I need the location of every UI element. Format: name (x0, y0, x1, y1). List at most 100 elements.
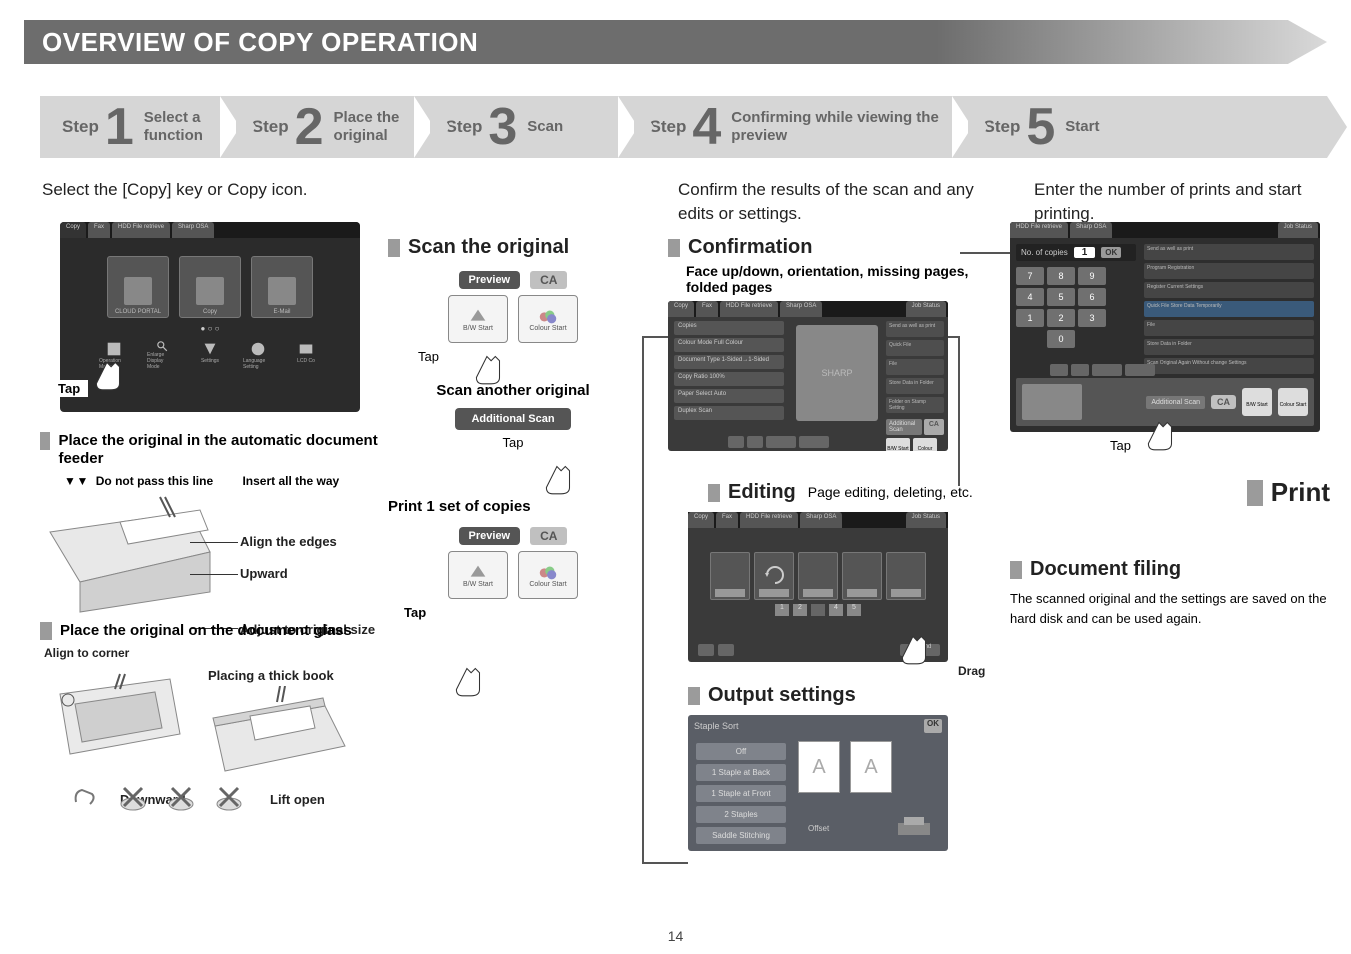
rotate-icon (763, 563, 787, 587)
tile-copy[interactable]: Copy (179, 256, 241, 318)
bw-mini[interactable]: B/W Start (886, 438, 910, 451)
tile-cloud[interactable]: CLOUD PORTAL (107, 256, 169, 318)
key[interactable]: 2 (1047, 309, 1075, 327)
thumb[interactable] (798, 552, 838, 600)
side-item: File (1144, 320, 1314, 336)
drag-label: Drag (958, 664, 985, 678)
col-mini[interactable]: Colour Start (1278, 388, 1308, 416)
output-opt[interactable]: 2 Staples (696, 806, 786, 823)
row: Paper Select Auto (674, 389, 784, 403)
key[interactable]: 1 (1016, 309, 1044, 327)
tile-email[interactable]: E-Mail (251, 256, 313, 318)
icon-lcd[interactable]: LCD Co (291, 340, 321, 370)
key[interactable]: 4 (1016, 288, 1044, 306)
tab: HDD File retrieve (1010, 222, 1068, 238)
key[interactable]: 9 (1078, 267, 1106, 285)
feeder-heading: Place the original in the automatic docu… (58, 432, 380, 468)
icon-settings[interactable]: Settings (195, 340, 225, 370)
tab-copy: Copy (60, 222, 86, 238)
output-heading: Output settings (688, 684, 978, 707)
print1-heading: Print 1 set of copies (388, 498, 638, 515)
key[interactable]: 8 (1047, 267, 1075, 285)
key[interactable]: 3 (1078, 309, 1106, 327)
colour-start-button[interactable]: Colour Start (518, 295, 578, 343)
page-number: 14 (668, 928, 684, 944)
confirm-screen-mock: Copy Fax HDD File retrieve Sharp OSA Job… (668, 301, 948, 451)
tab: Copy (688, 512, 714, 528)
key[interactable]: 7 (1016, 267, 1044, 285)
tab: Sharp OSA (780, 301, 822, 317)
ok-button[interactable]: OK (1101, 247, 1121, 258)
additional-scan-button[interactable]: Additional Scan (455, 408, 570, 430)
preview-button[interactable]: Preview (459, 527, 521, 545)
icon-enlarge[interactable]: Enlarge Display Mode (147, 340, 177, 370)
editing-sub: Page editing, deleting, etc. (808, 484, 973, 501)
key[interactable]: 6 (1078, 288, 1106, 306)
tap-label: Tap (418, 349, 638, 364)
ok-button[interactable]: OK (924, 719, 942, 733)
toolbar-icon (698, 644, 714, 656)
output-opt[interactable]: 1 Staple at Back (696, 764, 786, 781)
toolbar-icon (1092, 364, 1122, 376)
note-align: Align the edges (240, 534, 337, 549)
key[interactable]: 0 (1047, 330, 1075, 348)
add-scan[interactable]: Additional Scan (1146, 396, 1205, 409)
x-icon (118, 782, 148, 812)
filing-body: The scanned original and the settings ar… (1010, 589, 1330, 628)
step-5: Step 5 Start (952, 96, 1327, 158)
output-opt[interactable]: Off (696, 743, 786, 760)
note-line: Do not pass this line (96, 474, 213, 488)
toolbar-icon (747, 436, 763, 448)
tab: Sharp OSA (1070, 222, 1112, 238)
output-title: Staple Sort (694, 721, 942, 731)
clip-icon (70, 782, 100, 812)
glass-illustration (40, 664, 190, 784)
icon-language[interactable]: Language Setting (243, 340, 273, 370)
tab: HDD File retrieve (720, 301, 778, 317)
preview-button[interactable]: Preview (459, 271, 521, 289)
editing-heading: Editing (708, 481, 796, 504)
x-icon (214, 782, 244, 812)
side-item: Scan Original Again Without change Setti… (1144, 358, 1314, 374)
bw-start-button[interactable]: B/W Start (448, 295, 508, 343)
colour-start-button[interactable]: Colour Start (518, 551, 578, 599)
col-mini[interactable]: Colour Start (913, 438, 937, 451)
ca-badge[interactable]: CA (530, 527, 567, 545)
key[interactable]: 5 (1047, 288, 1075, 306)
add-scan[interactable]: Additional Scan (886, 419, 922, 435)
toolbar-icon (1050, 364, 1068, 376)
tab: Fax (696, 301, 718, 317)
scan-heading: Scan the original (388, 236, 638, 259)
column-scan: Scan the original Preview CA B/W Start C… (388, 236, 638, 620)
hand-pointer-icon (894, 626, 936, 673)
side-item: Quick File Store Data Temporarily (1144, 301, 1314, 317)
no-copies-label: No. of copies (1021, 248, 1068, 257)
bw-mini[interactable]: B/W Start (1242, 388, 1272, 416)
tab: Job Status (906, 301, 946, 317)
output-page: A (798, 741, 840, 793)
toolbar-icon (799, 436, 829, 448)
ca-badge[interactable]: CA (530, 271, 567, 289)
note-upward: Upward (240, 566, 288, 581)
page-dots: ● ○ ○ (201, 324, 220, 333)
filing-heading: Document filing (1010, 558, 1330, 581)
thumb[interactable] (886, 552, 926, 600)
ca-badge[interactable]: CA (1211, 395, 1236, 409)
note-corner: Align to corner (44, 646, 380, 660)
thumb[interactable] (710, 552, 750, 600)
ca-badge[interactable]: CA (924, 419, 944, 435)
row: Document Type 1-Sided→1-Sided (674, 355, 784, 369)
feeder-illustration (40, 492, 240, 622)
bw-start-button[interactable]: B/W Start (448, 551, 508, 599)
tap-label-home: Tap (50, 380, 88, 397)
xmarks-row (70, 782, 244, 812)
column-start: HDD File retrieve Sharp OSA Job Status N… (1010, 222, 1330, 628)
thumb[interactable] (754, 552, 794, 600)
output-opt[interactable]: 1 Staple at Front (696, 785, 786, 802)
tap-label: Tap (388, 435, 638, 450)
output-opt[interactable]: Saddle Stitching (696, 827, 786, 844)
note-lift: Lift open (270, 792, 325, 807)
desc-step5: Enter the number of prints and start pri… (1034, 178, 1324, 226)
page-title: OVERVIEW OF COPY OPERATION (42, 27, 478, 58)
thumb[interactable] (842, 552, 882, 600)
